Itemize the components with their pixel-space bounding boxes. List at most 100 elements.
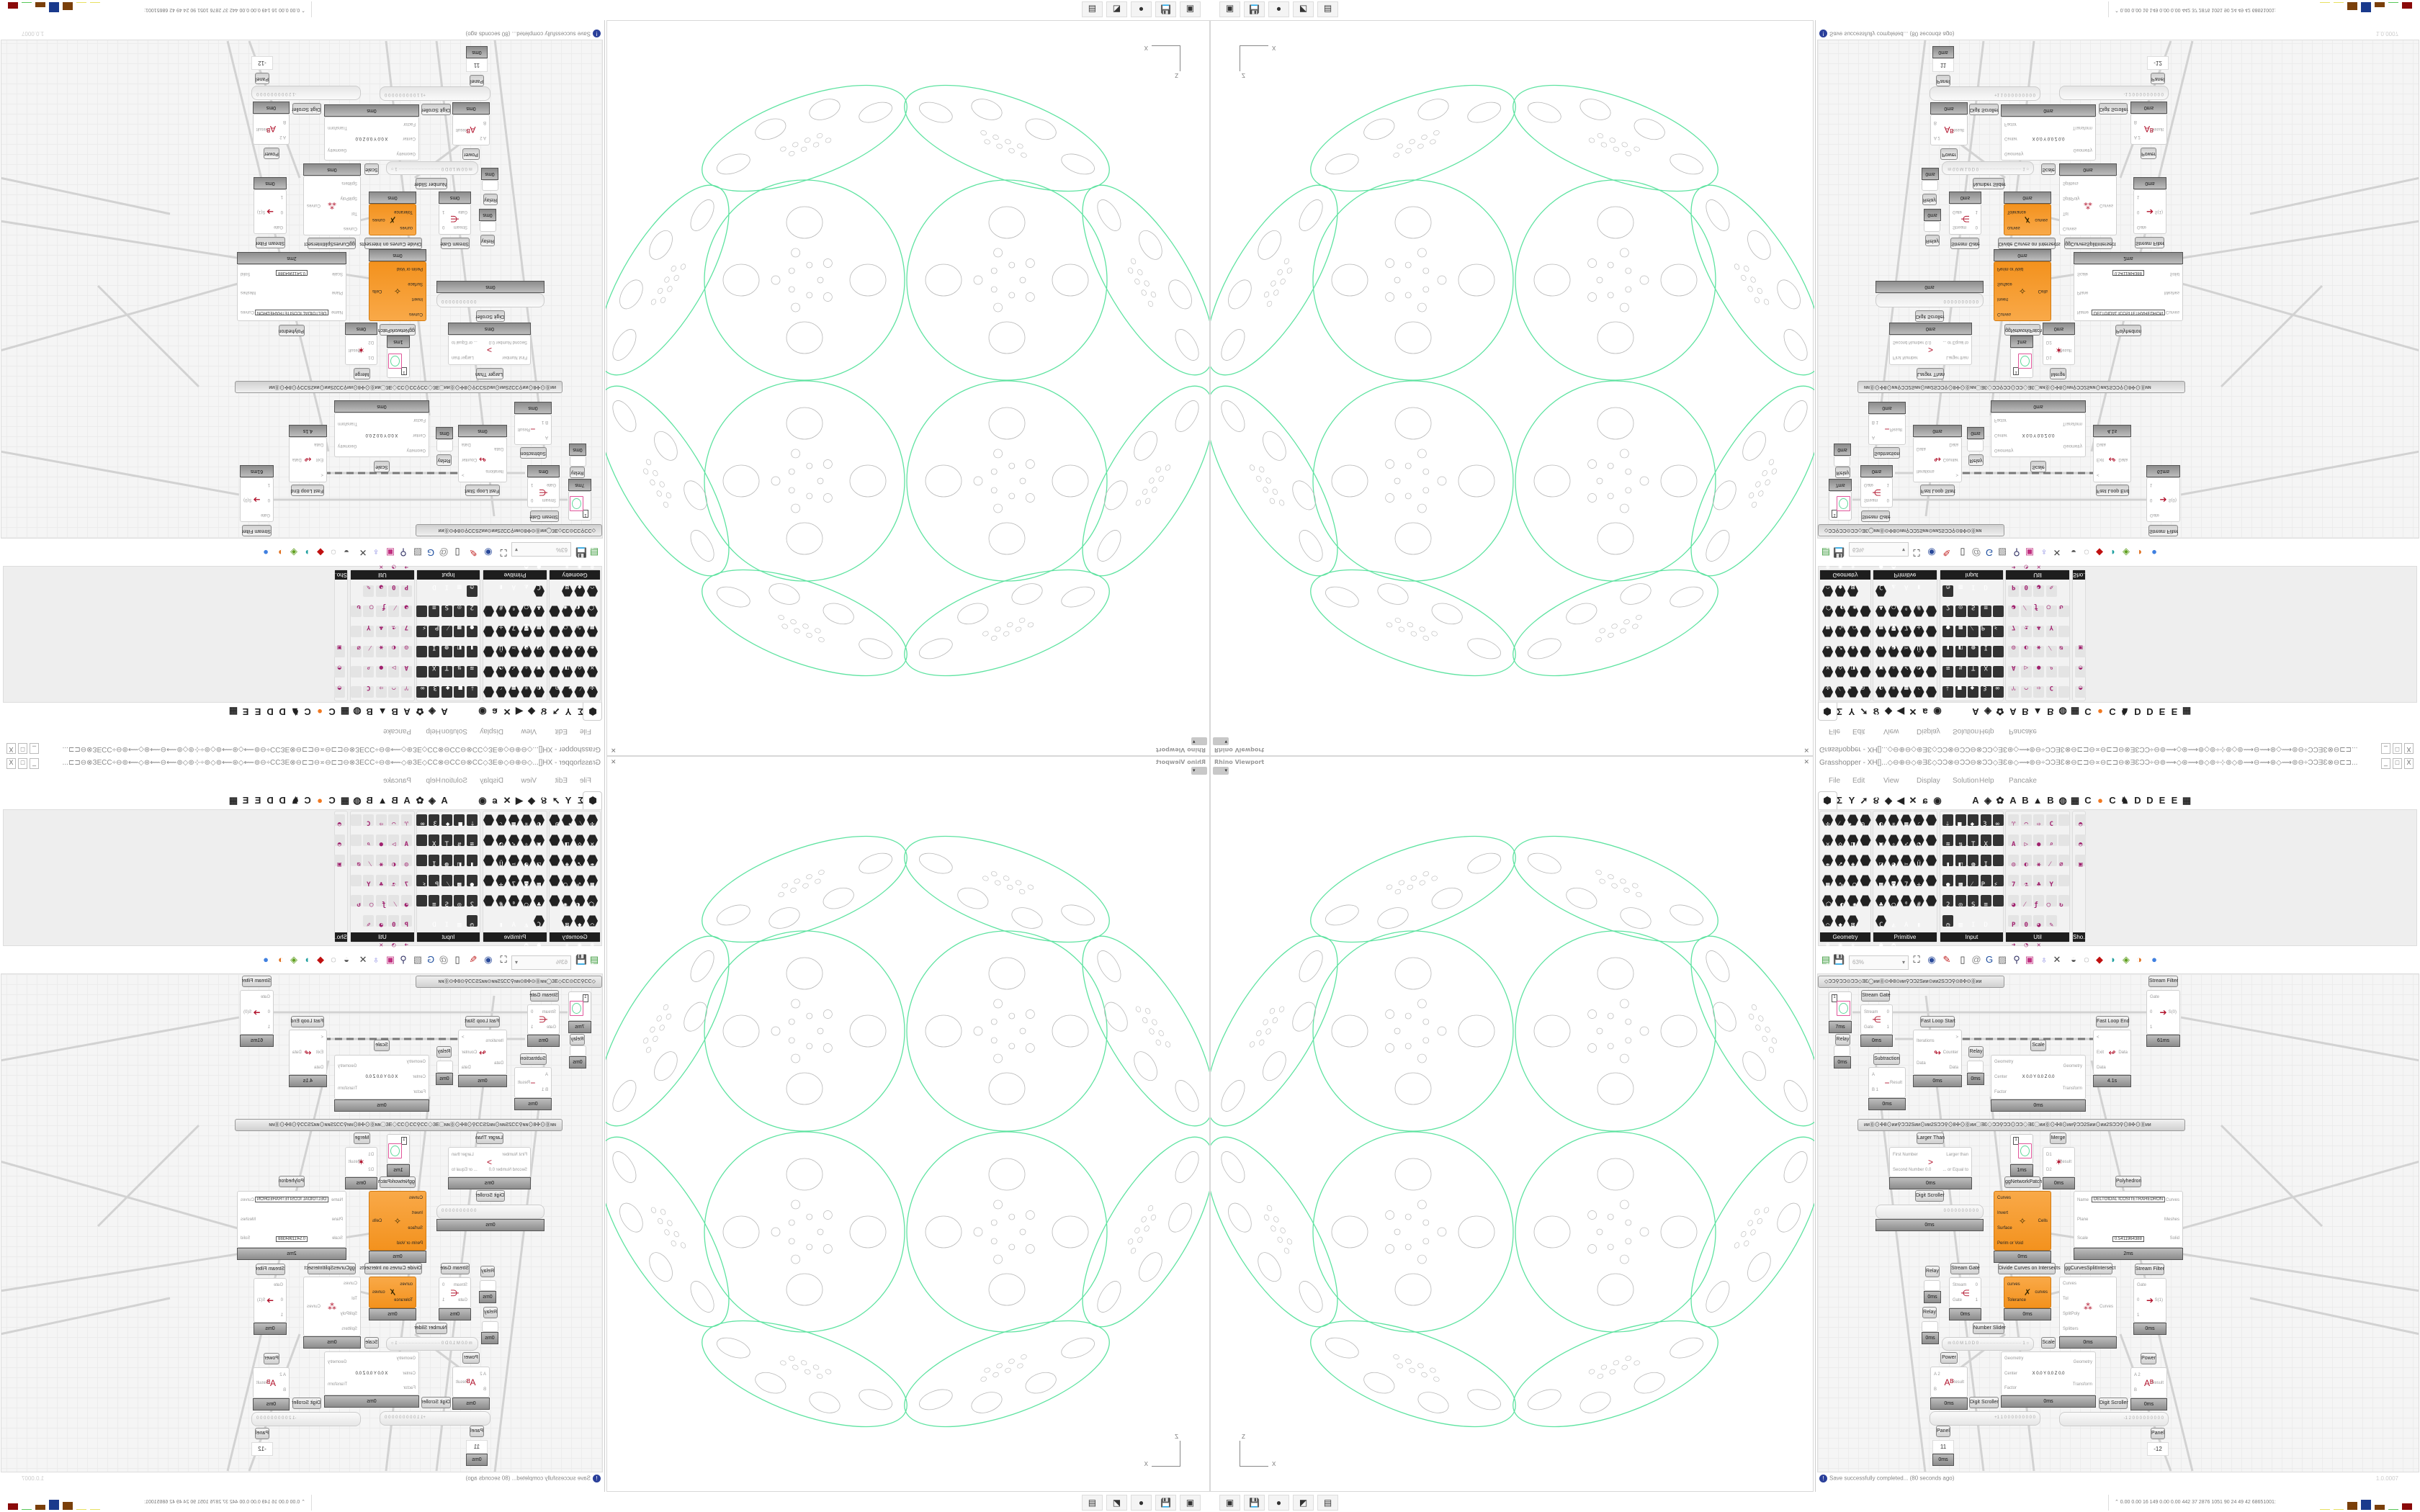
input-port[interactable]: D2	[368, 340, 374, 345]
rhino-icon[interactable]: ◩	[1293, 1, 1314, 17]
twist-icon[interactable]: ◗	[304, 954, 310, 965]
tab-icon[interactable]: ɕ	[1922, 795, 1928, 806]
output-port[interactable]: 0	[531, 1009, 534, 1014]
output-port[interactable]: 0	[1886, 498, 1889, 503]
component-icon-button[interactable]	[1993, 855, 2004, 866]
relay-component[interactable]	[436, 439, 453, 451]
component-icon-button[interactable]	[2033, 895, 2044, 906]
output-port[interactable]: 0	[1975, 225, 1978, 230]
component-icon-button[interactable]	[1876, 834, 1886, 846]
group-label-3[interactable]: Util	[351, 570, 414, 580]
tab-icon[interactable]: D	[266, 706, 274, 717]
fast-loop-end-component[interactable]: < Exit Data Data ↫	[2093, 1030, 2131, 1075]
digit-scroller-label[interactable]: Digit Scroller	[475, 310, 505, 322]
component-icon-button[interactable]	[1913, 855, 1924, 866]
output-port[interactable]: Meshes	[2164, 290, 2179, 295]
sketch-brush-icon[interactable]: ✎	[1942, 954, 1951, 965]
tab-icon[interactable]: ◈	[1984, 795, 1991, 806]
stream-gate-label[interactable]: Stream Gate	[529, 510, 559, 522]
group-bar[interactable]: ◇ƆƆ⚲ƆƆ⊙ƆƆ◇ƎƐ◯ᴎᴎ⓪⊙✣8⊙ᴎᴎ⚲ƆƆ2Sᴎᴎ⊙ᴎᴎ2SƆƆ⚲⊙8✣…	[416, 524, 602, 536]
menu-file[interactable]: File	[1829, 727, 1841, 735]
group-label-4[interactable]: Sho...	[2073, 570, 2088, 580]
merge-label[interactable]: Merge	[354, 368, 370, 379]
menu-edit[interactable]: Edit	[1852, 777, 1865, 785]
stream-gate-label[interactable]: Stream Gate	[440, 238, 470, 249]
input-port[interactable]: Factor	[403, 1385, 416, 1390]
divide-curves-on-intersects-label[interactable]: Divide Curves on Intersects	[359, 1263, 422, 1274]
stream-filter-component[interactable]: Gate 0 1 S(0) ➔	[240, 990, 274, 1035]
panel-label[interactable]: Panel	[470, 75, 484, 86]
number-slider-slider[interactable]: m 0.0 M 1.0 D 0 ························…	[1942, 161, 2034, 175]
component-icon-button[interactable]	[1876, 814, 1886, 826]
tab-icon[interactable]: ●	[2097, 795, 2103, 806]
output-port[interactable]: Geometry	[328, 1360, 347, 1365]
input-port[interactable]: Invert	[1997, 296, 2009, 301]
tab-icon[interactable]: ♞	[2120, 706, 2129, 717]
group-bar[interactable]: ᴎᴎ⓪⊙✣8⊙ᴎᴎ⚲ƆƆ2Sᴎᴎ⊙ᴎᴎ2SƆƆ⚲⊙8✣⊙⓪ᴎᴎ◯ƎƐ◇ƆƆ⚲ƆƆ…	[1857, 381, 2185, 393]
input-port[interactable]: Perim or Void	[1997, 266, 2024, 271]
panel-label[interactable]: Panel	[1936, 1426, 1950, 1437]
output-port[interactable]: Geometry	[2073, 1360, 2092, 1365]
input-port[interactable]: Center	[1994, 433, 2008, 437]
input-port[interactable]: Tol	[2063, 1297, 2069, 1302]
output-port[interactable]: Result	[2058, 1160, 2071, 1164]
stream-gate-component[interactable]: Stream Gate 0 1 ⋲	[439, 1277, 471, 1308]
component-icon-button[interactable]	[1913, 834, 1924, 846]
input-port[interactable]: Data	[494, 446, 503, 451]
input-port[interactable]: 1	[280, 194, 283, 199]
stream-gate-label[interactable]: Stream Gate	[1861, 510, 1891, 522]
output-port[interactable]: curves	[372, 217, 385, 222]
output-port[interactable]: S(1)	[2154, 210, 2163, 214]
input-port[interactable]: Invert	[1997, 1211, 2009, 1216]
divide-curves-on-intersects-component[interactable]: curves Tolerance curves ✗	[369, 1277, 416, 1308]
merge-component[interactable]: D1 D2 Result ✶	[345, 1147, 377, 1177]
output-port[interactable]: Transform	[338, 1086, 358, 1091]
output-port[interactable]: Larger than	[1946, 1152, 1968, 1157]
scale-component[interactable]: Geometry Center Factor Geometry Transform X 0…	[334, 413, 429, 457]
input-port[interactable]: Center	[412, 1075, 426, 1079]
component-icon-button[interactable]	[1926, 895, 1937, 906]
scale-label[interactable]: Scale	[2041, 163, 2056, 175]
scale-label[interactable]: Scale	[2041, 1337, 2056, 1349]
input-port[interactable]: <	[321, 1035, 323, 1040]
tab-icon[interactable]: E	[2171, 795, 2178, 806]
tab-icon[interactable]: ɕ	[492, 795, 498, 806]
input-port[interactable]: Surface	[1997, 1225, 2012, 1230]
tab-icon[interactable]: D	[2146, 795, 2154, 806]
tab-icon[interactable]: ◈	[1984, 706, 1991, 717]
floppy-64-icon[interactable]: 💾	[1244, 1, 1265, 17]
relay-label[interactable]: Relay	[1835, 467, 1850, 478]
component-icon-button[interactable]	[2033, 915, 2044, 927]
output-port[interactable]: ... or Equal to	[1942, 340, 1968, 345]
power-component[interactable]: A 2 B Result Aᴮ	[2130, 114, 2167, 145]
fast-loop-start-component[interactable]: Iterations Data > Counter Data ↬	[458, 1030, 507, 1075]
fast-loop-end-label[interactable]: Fast Loop End	[290, 485, 324, 496]
input-port[interactable]: B	[282, 119, 286, 124]
component-icon-button[interactable]	[1942, 855, 1953, 866]
panel-panel[interactable]: 11	[1932, 1440, 1954, 1454]
fast-loop-end-component[interactable]: < Exit Data Data ↫	[289, 437, 327, 482]
input-port[interactable]: A 2	[1934, 135, 1940, 140]
polyhedron-component[interactable]: Name Plane Scale Curves Meshes Solid DELTOIDAL…	[237, 1191, 346, 1248]
component-icon-button[interactable]	[1926, 814, 1937, 826]
preview-eye-icon[interactable]: ◉	[1927, 954, 1936, 965]
component-icon-button[interactable]	[2020, 875, 2032, 886]
polyhedron-component[interactable]: Name Plane Scale Curves Meshes Solid DELTOIDAL…	[2074, 264, 2183, 321]
output-port[interactable]: Data	[1949, 442, 1958, 447]
component-icon-button[interactable]	[1968, 814, 1978, 826]
input-port[interactable]: First Number	[1893, 1152, 1918, 1157]
stream-filter-component[interactable]: Gate 0 1 S(1) ➔	[2133, 189, 2166, 234]
output-port[interactable]: ... or Equal to	[1942, 1167, 1968, 1172]
component-icon-button[interactable]	[2008, 834, 2019, 846]
tab-icon[interactable]: ◉	[1933, 706, 1942, 717]
output-port[interactable]: Curves	[2165, 1198, 2179, 1203]
relay-label[interactable]: Relay	[1922, 1307, 1937, 1318]
component-icon-button[interactable]	[1888, 814, 1899, 826]
output-port[interactable]: 1	[1975, 1298, 1978, 1303]
relay-label[interactable]: Relay	[436, 1046, 452, 1058]
fast-loop-end-label[interactable]: Fast Loop End	[2096, 1016, 2130, 1027]
network-drive-icon[interactable]: ▣	[1180, 1495, 1201, 1511]
power-label[interactable]: Power	[462, 1352, 480, 1364]
stream-filter-component[interactable]: Gate 0 1 S(1) ➔	[254, 189, 287, 234]
fast-loop-start-label[interactable]: Fast Loop Start	[1920, 485, 1955, 496]
